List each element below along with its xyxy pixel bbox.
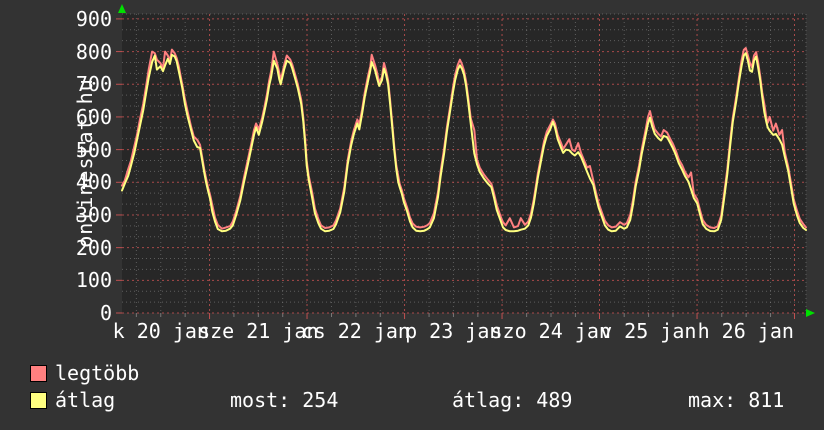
stat-atlag: átlag: 489 — [452, 388, 573, 412]
x-day-label: szo 24 jan — [490, 319, 611, 343]
y-tick-label: 800 — [75, 39, 112, 64]
legend-label-legtobb: legtöbb — [55, 361, 140, 385]
x-day-label: cs 22 jan — [301, 319, 410, 343]
y-tick-label: 900 — [75, 6, 112, 31]
y-tick-label: 200 — [75, 235, 112, 260]
y-tick-label: 0 — [99, 301, 112, 325]
y-tick-label: 100 — [75, 268, 112, 293]
y-tick-label: 700 — [75, 72, 112, 97]
y-tick-label: 500 — [75, 137, 112, 162]
stat-max: max: 811 — [688, 388, 785, 412]
stat-most: most: 254 — [230, 388, 339, 412]
legend-swatch-atlag — [30, 392, 47, 409]
x-axis-arrow-icon — [806, 309, 815, 317]
legend-label-atlag: átlag — [55, 388, 116, 412]
y-tick-label: 600 — [75, 104, 112, 129]
x-day-label: p 23 jan — [405, 319, 502, 343]
x-day-label: h 26 jan — [697, 319, 794, 343]
x-day-label: v 25 jan — [600, 319, 697, 343]
y-axis-arrow-icon — [118, 4, 126, 13]
x-day-label: k 20 jan — [112, 319, 209, 343]
legend-swatch-legtobb — [30, 365, 47, 382]
y-tick-label: 300 — [75, 202, 112, 227]
y-tick-label: 400 — [75, 170, 112, 195]
x-day-label: sze 21 jan — [198, 319, 319, 343]
